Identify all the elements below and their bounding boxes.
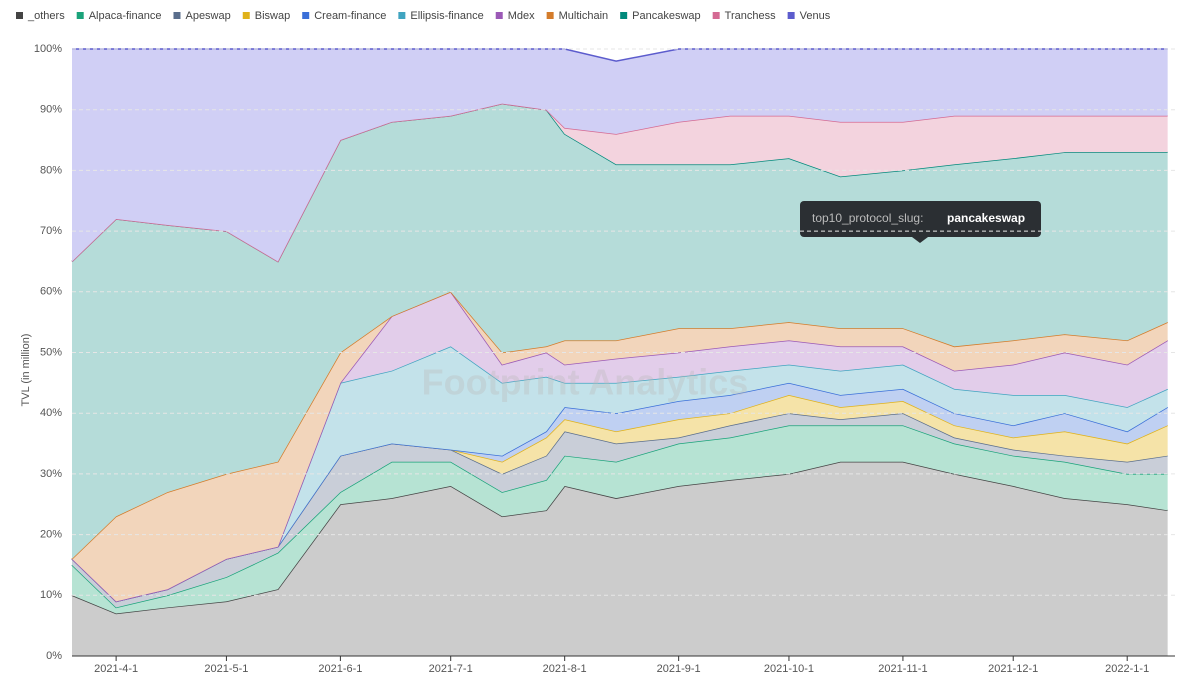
legend-label[interactable]: _others (27, 10, 65, 22)
x-tick-label: 2021-12-1 (988, 663, 1038, 675)
watermark: Footprint Analytics (422, 362, 749, 403)
y-tick-label: 10% (40, 589, 62, 601)
legend-label[interactable]: Cream-finance (314, 10, 386, 22)
legend-label[interactable]: Tranchess (725, 10, 776, 22)
legend-label[interactable]: Multichain (559, 10, 609, 22)
y-axis-label: TVL (in million) (20, 334, 32, 407)
legend-swatch[interactable] (173, 12, 181, 19)
legend-label[interactable]: Apeswap (185, 10, 230, 22)
x-tick-label: 2021-9-1 (657, 663, 701, 675)
legend-swatch[interactable] (302, 12, 310, 19)
legend-label[interactable]: Venus (800, 10, 831, 22)
legend-label[interactable]: Alpaca-finance (89, 10, 162, 22)
legend-label[interactable]: Pancakeswap (632, 10, 701, 22)
y-tick-label: 20% (40, 529, 62, 541)
tooltip-box (800, 201, 1041, 237)
area (72, 461, 1168, 656)
y-tick-label: 90% (40, 104, 62, 116)
tooltip-value: pancakeswap (947, 211, 1025, 225)
legend-swatch[interactable] (712, 12, 720, 19)
y-tick-label: 70% (40, 225, 62, 237)
legend-swatch[interactable] (398, 12, 406, 19)
y-tick-label: 80% (40, 164, 62, 176)
legend-swatch[interactable] (76, 12, 84, 19)
y-tick-label: 50% (40, 346, 62, 358)
x-tick-label: 2021-7-1 (429, 663, 473, 675)
area (72, 425, 1168, 614)
legend-swatch[interactable] (620, 12, 628, 19)
legend-swatch[interactable] (16, 12, 23, 19)
legend-swatch[interactable] (546, 12, 554, 19)
x-tick-label: 2021-5-1 (204, 663, 248, 675)
x-tick-label: 2021-6-1 (318, 663, 362, 675)
area (72, 291, 1168, 602)
legend-swatch[interactable] (787, 12, 795, 19)
tooltip: top10_protocol_slug: pancakeswap (800, 201, 1041, 243)
x-tick-label: 2021-4-1 (94, 663, 138, 675)
area (72, 413, 1168, 608)
area (72, 49, 1168, 262)
x-tick-label: 2021-8-1 (543, 663, 587, 675)
area (72, 103, 1168, 262)
tooltip-key: top10_protocol_slug: (812, 211, 923, 225)
y-tick-label: 60% (40, 286, 62, 298)
legend-label[interactable]: Mdex (508, 10, 535, 22)
x-tick-label: 2022-1-1 (1105, 663, 1149, 675)
tooltip-arrow (912, 237, 928, 243)
legend-label[interactable]: Biswap (255, 10, 290, 22)
legend-swatch[interactable] (242, 12, 250, 19)
x-tick-label: 2021-11-1 (878, 663, 927, 675)
area (72, 394, 1168, 602)
legend-swatch[interactable] (495, 12, 503, 19)
y-tick-label: 30% (40, 468, 62, 480)
legend-label[interactable]: Ellipsis-finance (410, 10, 483, 22)
x-tick-label: 2021-10-1 (764, 663, 814, 675)
area (72, 346, 1168, 602)
y-tick-label: 0% (46, 650, 62, 662)
area (72, 382, 1168, 602)
y-tick-label: 100% (34, 43, 62, 55)
y-tick-label: 40% (40, 407, 62, 419)
